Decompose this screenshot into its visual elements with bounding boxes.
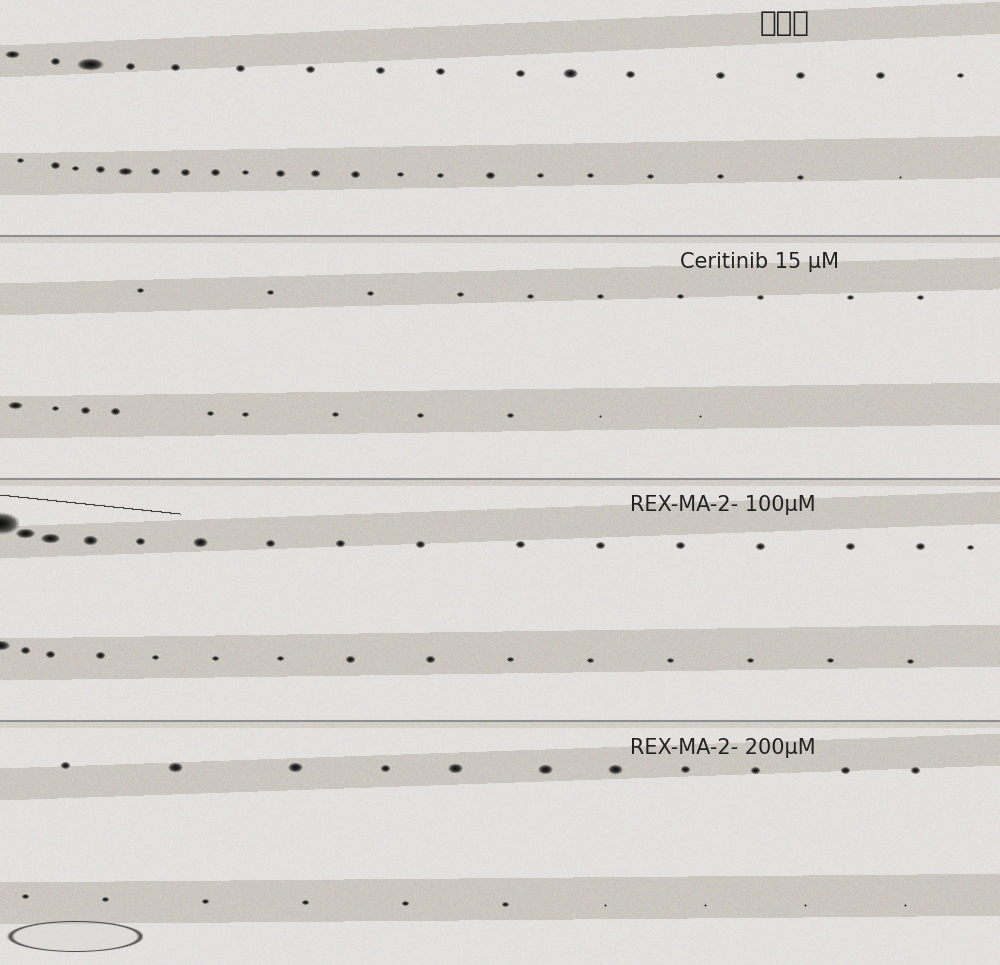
Text: REX-MA-2- 200μM: REX-MA-2- 200μM xyxy=(630,737,816,758)
Text: REX-MA-2- 100μM: REX-MA-2- 100μM xyxy=(630,495,816,515)
Text: 空白组: 空白组 xyxy=(760,9,810,37)
Text: Ceritinib 15 μM: Ceritinib 15 μM xyxy=(680,252,839,272)
